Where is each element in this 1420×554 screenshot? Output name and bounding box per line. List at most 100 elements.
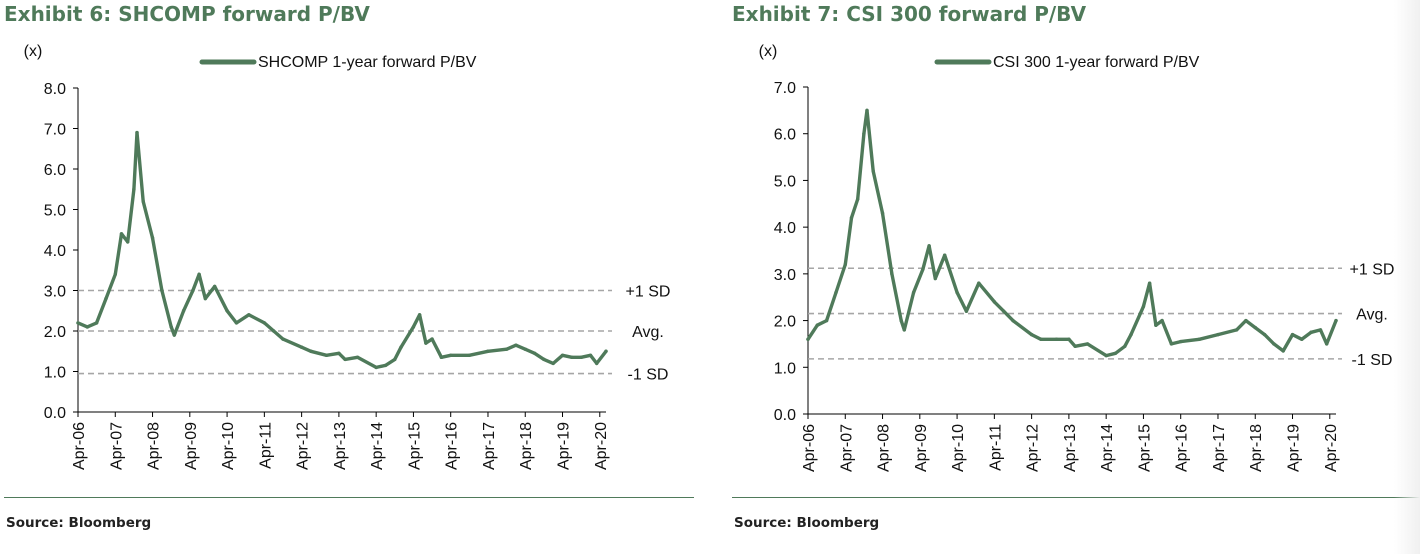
x-tick-label: Apr-19 bbox=[556, 422, 573, 470]
legend-label: SHCOMP 1-year forward P/BV bbox=[258, 54, 477, 71]
x-tick-label: Apr-14 bbox=[1099, 424, 1116, 472]
data-point bbox=[1281, 349, 1285, 353]
data-point bbox=[1318, 328, 1323, 332]
data-point bbox=[921, 267, 925, 271]
x-tick-label: Apr-08 bbox=[146, 422, 163, 470]
data-point bbox=[933, 276, 938, 281]
data-point bbox=[849, 216, 854, 220]
data-point bbox=[203, 296, 208, 301]
data-point bbox=[588, 353, 593, 357]
data-point bbox=[1334, 318, 1338, 323]
data-point bbox=[1141, 304, 1146, 309]
data-point bbox=[262, 321, 267, 325]
y-tick-label: 3.0 bbox=[44, 284, 66, 301]
data-point bbox=[1123, 344, 1127, 348]
data-point bbox=[225, 309, 229, 313]
data-point bbox=[486, 349, 490, 353]
x-tick-label: Apr-09 bbox=[183, 422, 200, 470]
data-point bbox=[964, 309, 969, 313]
x-tick-label: Apr-09 bbox=[913, 424, 930, 472]
y-axis-label: (x) bbox=[759, 43, 778, 60]
data-point bbox=[135, 130, 139, 135]
series-line bbox=[76, 130, 608, 370]
data-point bbox=[1011, 318, 1015, 323]
data-point bbox=[514, 343, 518, 347]
data-point bbox=[172, 333, 176, 337]
data-point bbox=[880, 211, 885, 215]
data-point bbox=[1234, 328, 1239, 332]
data-point bbox=[1290, 332, 1295, 337]
data-point bbox=[1216, 332, 1220, 337]
data-point bbox=[955, 290, 959, 295]
data-point bbox=[132, 187, 136, 191]
page-edge-shade bbox=[1394, 0, 1420, 554]
data-point bbox=[890, 272, 894, 276]
x-tick-label: Apr-11 bbox=[987, 424, 1004, 471]
data-point bbox=[899, 318, 903, 323]
data-point bbox=[1300, 337, 1304, 341]
y-tick-label: 1.0 bbox=[44, 365, 66, 382]
data-point bbox=[1029, 332, 1034, 337]
exhibit-6: Exhibit 6: SHCOMP forward P/BV (x) SHCOMP… bbox=[0, 0, 696, 554]
data-point bbox=[1244, 318, 1248, 323]
csi300-pbv-chart: (x) CSI 300 1-year forward P/BV 0.0 1.0 2.0 3… bbox=[759, 43, 1395, 472]
x-tick-label: Apr-19 bbox=[1286, 424, 1303, 472]
data-point bbox=[815, 323, 820, 327]
exhibit-title: Exhibit 6: SHCOMP forward P/BV bbox=[4, 2, 370, 26]
data-point bbox=[1309, 330, 1313, 334]
data-point bbox=[1039, 337, 1043, 341]
data-point bbox=[439, 355, 444, 360]
data-point bbox=[399, 345, 403, 349]
data-point bbox=[942, 253, 947, 257]
shcomp-pbv-chart: (x) SHCOMP 1-year forward P/BV 0.0 1.0 2.0 3.… bbox=[24, 43, 671, 470]
data-point bbox=[1067, 337, 1071, 341]
data-point bbox=[911, 290, 916, 295]
data-point bbox=[1169, 342, 1174, 346]
x-tick-label: Apr-16 bbox=[1174, 424, 1191, 472]
data-point bbox=[1262, 332, 1267, 337]
y-tick-label: 8.0 bbox=[44, 81, 66, 98]
data-point bbox=[1085, 342, 1090, 346]
data-point bbox=[299, 345, 304, 349]
data-point bbox=[824, 318, 829, 323]
data-point bbox=[309, 349, 313, 353]
data-point bbox=[843, 262, 847, 267]
data-point bbox=[281, 337, 285, 341]
y-tick-label: 4.0 bbox=[774, 220, 796, 237]
reference-label: +1 SD bbox=[1350, 261, 1395, 278]
data-point bbox=[212, 284, 217, 289]
x-tick-label: Apr-20 bbox=[593, 422, 610, 470]
data-point bbox=[1001, 309, 1006, 313]
y-tick-label: 5.0 bbox=[774, 173, 796, 190]
y-tick-label: 2.0 bbox=[44, 324, 66, 341]
x-tick-label: Apr-10 bbox=[950, 424, 967, 472]
data-point bbox=[560, 353, 565, 357]
data-point bbox=[902, 328, 906, 332]
y-tick-label: 3.0 bbox=[774, 267, 796, 284]
data-point bbox=[551, 361, 555, 366]
data-point bbox=[1154, 323, 1158, 327]
reference-label: +1 SD bbox=[626, 284, 671, 301]
data-point bbox=[383, 363, 388, 368]
x-tick-label: Apr-11 bbox=[257, 422, 274, 469]
data-point bbox=[1073, 344, 1077, 348]
data-point bbox=[834, 290, 838, 295]
x-tick-label: Apr-20 bbox=[1323, 424, 1340, 472]
x-tick-label: Apr-06 bbox=[71, 422, 88, 470]
x-tick-label: Apr-18 bbox=[518, 422, 535, 470]
data-point bbox=[424, 341, 428, 345]
data-point bbox=[1104, 353, 1108, 358]
y-tick-label: 7.0 bbox=[774, 80, 796, 97]
x-tick-label: Apr-15 bbox=[1136, 424, 1153, 472]
data-point bbox=[430, 337, 434, 341]
data-point bbox=[337, 351, 341, 355]
divider-line bbox=[732, 497, 1420, 498]
data-point bbox=[160, 288, 164, 293]
data-point bbox=[94, 321, 99, 325]
data-point bbox=[234, 321, 239, 325]
data-point bbox=[141, 199, 145, 204]
data-point bbox=[1253, 325, 1257, 330]
data-point bbox=[542, 357, 546, 362]
x-tick-label: Apr-13 bbox=[332, 422, 349, 470]
y-tick-label: 6.0 bbox=[44, 162, 66, 179]
